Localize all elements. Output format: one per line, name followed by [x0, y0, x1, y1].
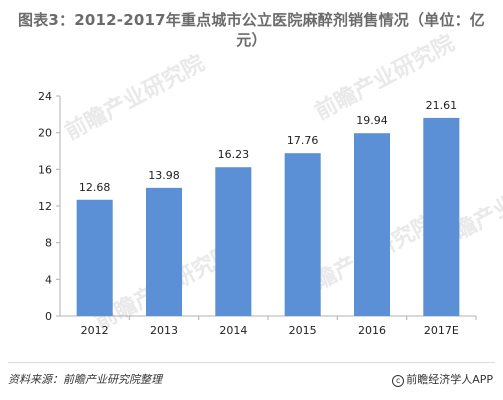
bar-value-label: 21.61 — [426, 99, 458, 112]
bar — [145, 187, 183, 316]
copyright-icon: c — [392, 375, 405, 387]
y-tick-label: 8 — [45, 237, 52, 250]
bar-value-label: 13.98 — [148, 169, 180, 182]
bar — [423, 117, 460, 317]
x-tick-label: 2016 — [358, 324, 386, 337]
watermark-text: 前瞻产业研究院 — [61, 50, 209, 145]
bar — [76, 199, 113, 316]
y-tick-label: 12 — [38, 200, 52, 213]
x-tick-label: 2017E — [424, 324, 459, 337]
y-tick-label: 0 — [45, 310, 52, 323]
chart-title-line1: 图表3：2012-2017年重点城市公立医院麻醉剂销售情况（单位：亿 — [18, 11, 485, 29]
x-tick-label: 2013 — [150, 324, 178, 337]
y-axis: 0 4 8 12 16 20 24 — [38, 90, 61, 323]
x-tick-label: 2015 — [289, 324, 317, 337]
bar-value-label: 12.68 — [79, 181, 111, 194]
x-axis: 2012 2013 2014 2015 2016 2017E — [60, 315, 477, 337]
y-tick-label: 24 — [38, 90, 52, 103]
x-tick-label: 2012 — [81, 324, 109, 337]
y-tick-label: 4 — [45, 273, 52, 286]
chart-title-line2: 元） — [236, 31, 267, 49]
bar — [284, 153, 321, 316]
footer-divider — [8, 362, 495, 363]
x-tick-label: 2014 — [219, 324, 247, 337]
data-labels: 12.68 13.98 16.23 17.76 19.94 21.61 — [79, 99, 457, 194]
bar-value-label: 17.76 — [287, 134, 319, 147]
source-note: 资料来源：前瞻产业研究院整理 — [8, 373, 162, 386]
bar-value-label: 19.94 — [356, 114, 388, 127]
bar — [353, 133, 391, 316]
y-tick-label: 20 — [38, 127, 52, 140]
bar — [215, 167, 252, 316]
bar-value-label: 16.23 — [218, 148, 250, 161]
y-tick-label: 16 — [38, 163, 52, 176]
brand-credit: c 前瞻经济学人APP — [392, 371, 493, 387]
brand-name: 前瞻经济学人APP — [406, 373, 493, 386]
chart-title: 图表3：2012-2017年重点城市公立医院麻醉剂销售情况（单位：亿 元） — [0, 10, 503, 50]
bars — [76, 117, 460, 317]
